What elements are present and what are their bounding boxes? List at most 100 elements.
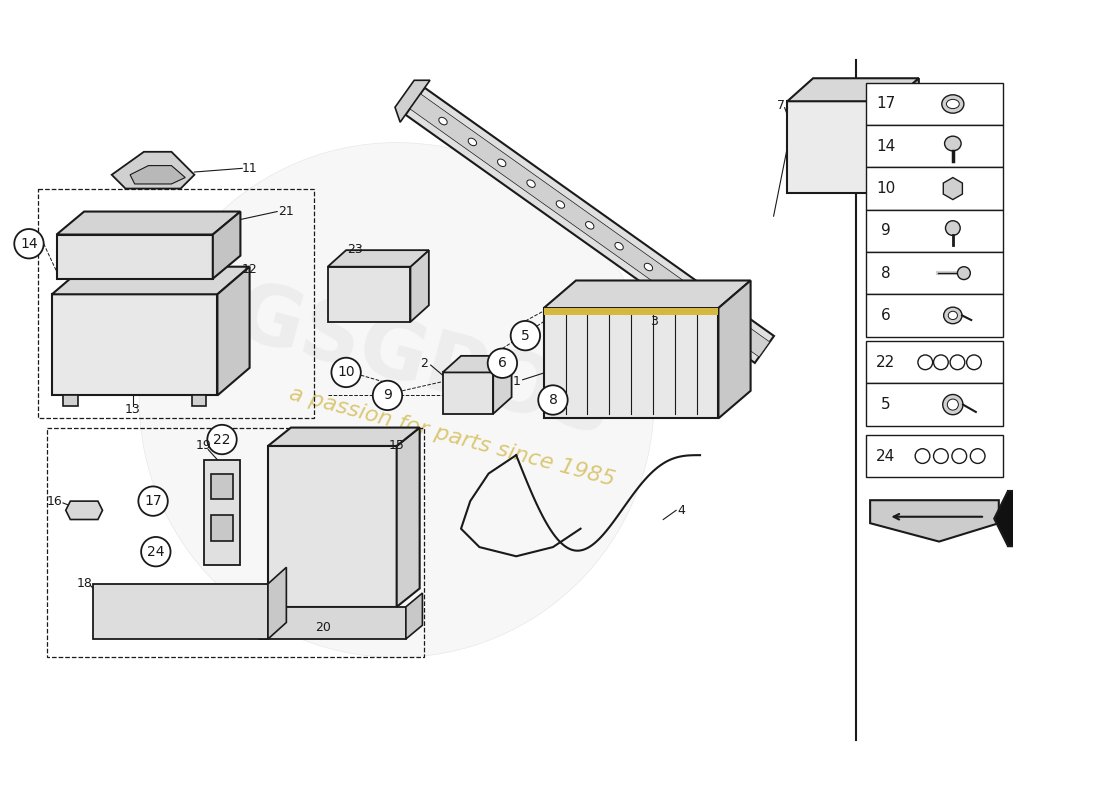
Polygon shape [893,78,918,193]
Text: 7: 7 [777,99,785,112]
FancyBboxPatch shape [866,252,1003,294]
Ellipse shape [439,118,448,125]
Polygon shape [442,373,493,414]
Polygon shape [268,446,397,607]
Ellipse shape [947,399,958,410]
Text: 1: 1 [513,375,520,388]
FancyBboxPatch shape [191,395,207,406]
Polygon shape [52,266,250,294]
Polygon shape [543,308,718,418]
Polygon shape [442,356,512,373]
Ellipse shape [944,307,962,324]
Polygon shape [406,593,422,639]
Text: 2: 2 [420,357,428,370]
Text: 8: 8 [881,266,891,281]
Polygon shape [328,250,429,266]
FancyBboxPatch shape [866,83,1003,125]
FancyBboxPatch shape [63,395,78,406]
Text: 6: 6 [498,356,507,370]
Polygon shape [218,266,250,395]
Polygon shape [212,211,241,278]
Circle shape [140,142,654,658]
Polygon shape [397,427,420,607]
Text: 20: 20 [316,622,331,634]
Text: 10: 10 [338,366,355,379]
Polygon shape [395,80,430,122]
Text: 21: 21 [278,205,294,218]
Polygon shape [56,211,241,234]
Ellipse shape [585,222,594,229]
Polygon shape [112,152,195,189]
Ellipse shape [703,305,712,313]
FancyBboxPatch shape [866,435,1003,478]
Text: 24: 24 [876,449,895,463]
Polygon shape [944,178,962,199]
Text: 905 02: 905 02 [1025,510,1100,530]
Ellipse shape [957,266,970,279]
Polygon shape [718,281,750,418]
Circle shape [487,349,517,378]
FancyBboxPatch shape [866,125,1003,167]
Text: 3: 3 [650,315,658,328]
Polygon shape [268,567,286,639]
Polygon shape [130,166,185,184]
Text: 6: 6 [881,308,891,323]
Polygon shape [543,281,750,308]
Ellipse shape [673,284,682,292]
Polygon shape [94,584,268,639]
Ellipse shape [557,201,564,208]
FancyBboxPatch shape [866,167,1003,210]
Ellipse shape [469,138,476,146]
Text: 4: 4 [678,504,685,517]
Text: 19: 19 [196,439,211,453]
Text: 17: 17 [876,97,895,111]
Ellipse shape [943,394,962,414]
Text: 10: 10 [876,181,895,196]
Polygon shape [870,500,999,542]
Text: 8: 8 [549,393,558,407]
Ellipse shape [497,159,506,166]
Text: 5: 5 [881,397,891,412]
Text: 12: 12 [242,263,257,276]
FancyBboxPatch shape [866,210,1003,252]
FancyBboxPatch shape [211,515,233,541]
Text: 17: 17 [144,494,162,508]
Text: 23: 23 [348,242,363,256]
Text: a passion for parts since 1985: a passion for parts since 1985 [287,383,617,490]
Polygon shape [204,460,241,566]
Circle shape [14,229,44,258]
Polygon shape [409,94,770,357]
Ellipse shape [946,99,959,109]
Text: 22: 22 [213,433,231,446]
Circle shape [207,425,236,454]
Text: 16: 16 [47,494,63,508]
Polygon shape [268,427,420,446]
Ellipse shape [527,180,536,187]
Text: GSGPOS: GSGPOS [226,274,623,453]
Text: 9: 9 [383,389,392,402]
Ellipse shape [645,263,652,270]
Polygon shape [66,501,102,519]
Text: 9: 9 [881,223,891,238]
FancyBboxPatch shape [543,308,718,315]
Polygon shape [788,102,893,193]
Text: 13: 13 [125,402,141,416]
Polygon shape [493,356,512,414]
Ellipse shape [615,242,624,250]
Ellipse shape [733,326,740,334]
Text: 22: 22 [876,355,895,370]
Polygon shape [52,294,218,395]
Ellipse shape [946,221,960,235]
FancyBboxPatch shape [866,341,1003,383]
Text: 24: 24 [147,545,165,558]
Ellipse shape [942,94,964,113]
Text: 18: 18 [76,578,92,590]
Circle shape [139,486,168,516]
Polygon shape [788,78,918,102]
Text: 11: 11 [242,162,257,175]
Text: 14: 14 [20,237,37,250]
FancyBboxPatch shape [866,294,1003,337]
FancyBboxPatch shape [866,383,1003,426]
Circle shape [510,321,540,350]
Polygon shape [406,88,774,363]
